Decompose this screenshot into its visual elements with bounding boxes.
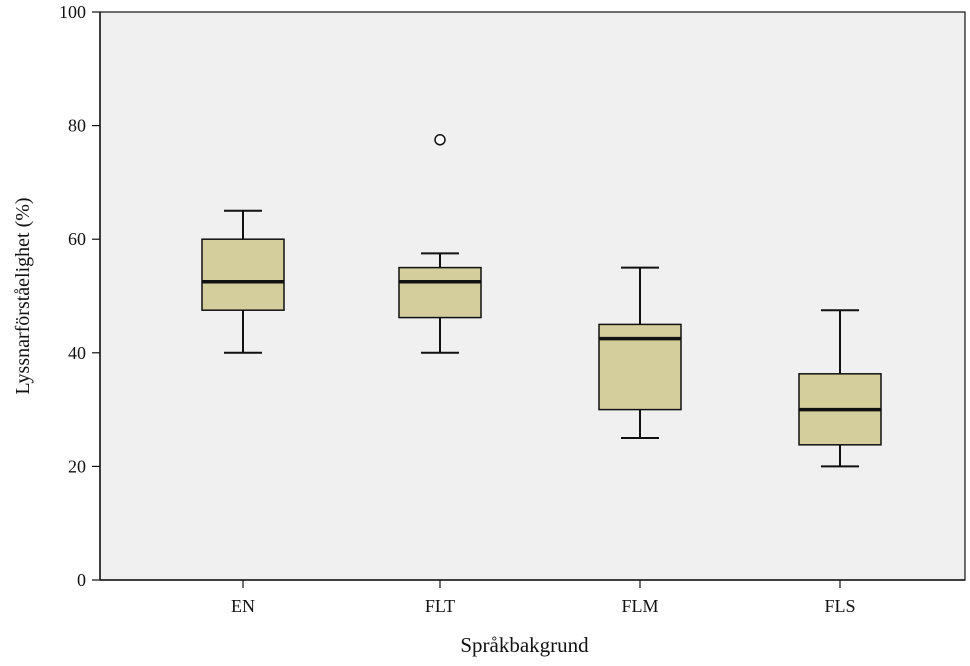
box-fls [798, 309, 882, 468]
box-flm [598, 266, 682, 439]
y-tick-label: 80 [68, 116, 86, 136]
y-tick-label: 20 [68, 456, 86, 476]
y-tick-label: 60 [68, 229, 86, 249]
x-axis-label: Språkbakgrund [460, 633, 589, 657]
x-tick-label: FLM [621, 596, 658, 616]
outlier-point [434, 134, 446, 146]
iqr-box [398, 266, 482, 319]
x-tick-label: EN [231, 596, 255, 616]
box-flt [398, 134, 482, 354]
y-tick-label: 0 [77, 570, 86, 590]
boxes-group [201, 134, 882, 468]
x-tick-label: FLT [425, 596, 455, 616]
box-en [201, 209, 285, 354]
x-axis: EN FLT FLM FLS [100, 579, 965, 616]
y-tick-label: 40 [68, 343, 86, 363]
y-axis-label: Lyssnarförståelighet (%) [12, 197, 34, 394]
x-tick-label: FLS [824, 596, 855, 616]
iqr-box [201, 238, 285, 311]
y-axis: 0 20 40 60 80 100 [59, 2, 101, 590]
y-tick-label: 100 [59, 2, 86, 22]
